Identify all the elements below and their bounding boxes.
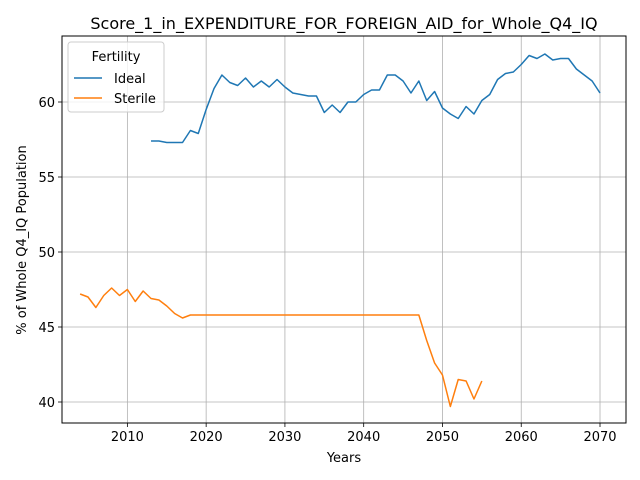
y-tick-label: 40 (38, 396, 55, 411)
x-tick-label: 2050 (426, 430, 459, 445)
y-tick-label: 55 (38, 171, 55, 186)
legend-label-sterile: Sterile (114, 92, 156, 107)
series-line-sterile (79, 287, 483, 408)
x-axis-label: Years (326, 451, 362, 466)
y-axis-ticks: 40 45 50 55 60 (38, 96, 62, 411)
legend: Fertility Ideal Sterile (67, 41, 165, 113)
x-axis-ticks: 2010 2020 2030 2040 2050 2060 2070 (111, 423, 617, 445)
series-layer (79, 53, 601, 408)
chart-title: Score_1_in_EXPENDITURE_FOR_FOREIGN_AID_f… (90, 14, 597, 34)
y-tick-label: 45 (38, 321, 55, 336)
y-tick-label: 60 (38, 96, 55, 111)
x-tick-label: 2040 (347, 430, 380, 445)
y-tick-label: 50 (38, 246, 55, 261)
plot-frame (61, 35, 627, 424)
x-tick-label: 2010 (111, 430, 144, 445)
x-tick-label: 2060 (505, 430, 538, 445)
legend-label-ideal: Ideal (114, 72, 146, 87)
x-tick-label: 2070 (583, 430, 616, 445)
legend-box (67, 41, 165, 113)
y-axis-label: % of Whole Q4_IQ Population (15, 145, 30, 334)
x-tick-label: 2020 (190, 430, 223, 445)
legend-title: Fertility (92, 50, 141, 65)
x-tick-label: 2030 (268, 430, 301, 445)
series-line-ideal (151, 53, 601, 144)
